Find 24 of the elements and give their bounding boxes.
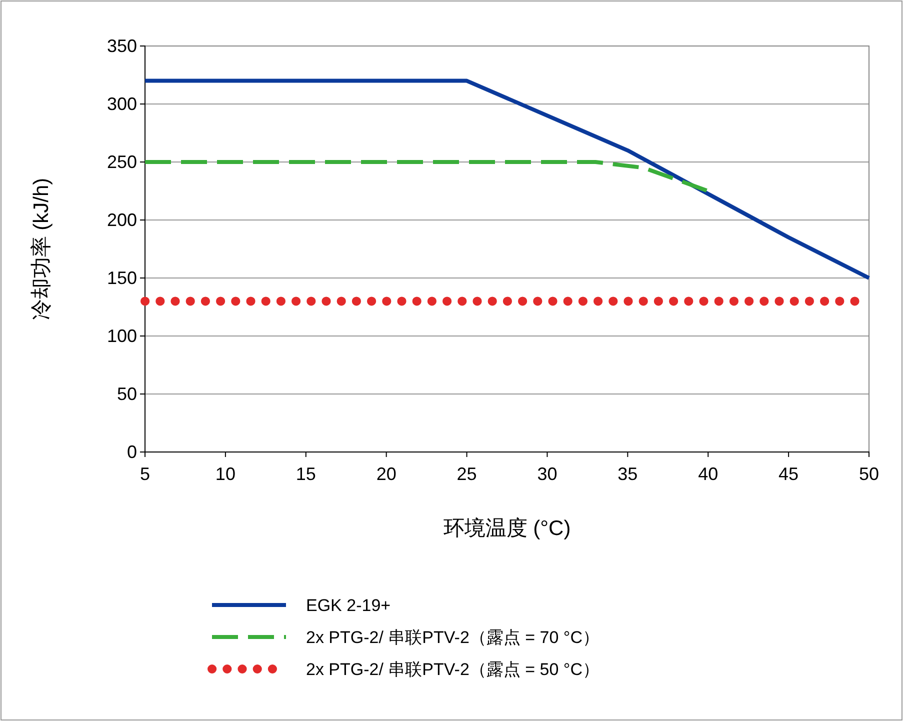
y-tick-label: 150 [106,268,137,288]
y-tick-label: 350 [106,36,137,56]
x-tick-label: 30 [537,464,558,484]
y-tick-label: 300 [106,94,137,114]
x-tick-label: 20 [376,464,396,484]
x-tick-label: 25 [456,464,477,484]
x-tick-label: 45 [778,464,799,484]
y-tick-label: 50 [116,384,137,404]
x-axis-title: 环境温度 (°C) [443,517,571,540]
x-tick-label: 5 [140,464,150,484]
legend-label: 2x PTG-2/ 串联PTV-2（露点 = 70 °C） [306,628,600,647]
y-tick-label: 250 [106,152,137,172]
x-tick-label: 15 [296,464,316,484]
line-series [143,78,871,280]
legend-label: EGK 2-19+ [306,596,391,615]
y-tick-label: 200 [106,210,137,230]
x-tick-label: 10 [215,464,236,484]
x-tick-label: 50 [858,464,880,484]
legend-label: 2x PTG-2/ 串联PTV-2（露点 = 50 °C） [306,660,600,679]
y-axis-title: 冷却功率 (kJ/h) [30,178,53,320]
y-tick-label: 100 [106,326,137,346]
y-tick-label: 0 [126,442,137,462]
x-tick-label: 35 [618,464,638,484]
x-tick-label: 40 [698,464,718,484]
